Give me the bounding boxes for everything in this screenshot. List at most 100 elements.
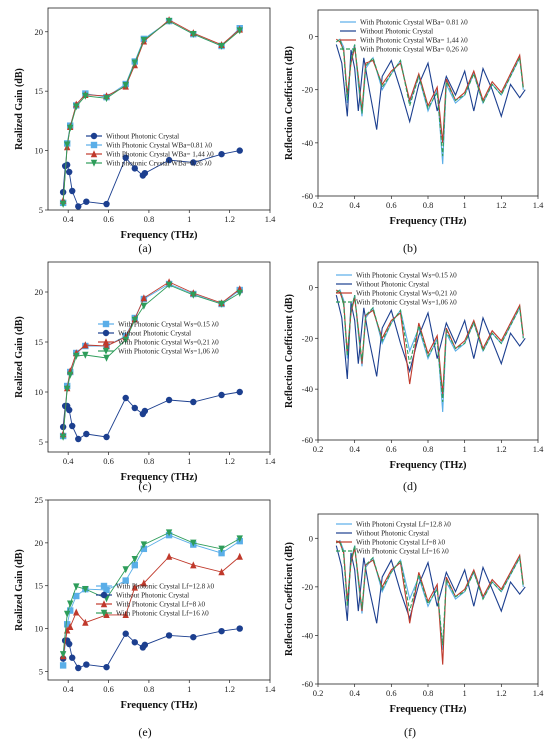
data-point-marker: [190, 633, 197, 641]
data-point-marker: [190, 291, 197, 299]
series-3: [59, 552, 243, 660]
data-point-marker: [63, 621, 71, 628]
data-point-marker: [140, 294, 148, 302]
data-point-marker: [165, 552, 173, 560]
data-point-marker: [141, 407, 149, 415]
data-point-marker: [218, 300, 225, 308]
legend-entry: With Photonic Crystal Ws=0,21 λ0: [118, 339, 219, 347]
data-point-marker: [65, 640, 73, 648]
data-point-marker: [131, 316, 138, 324]
chart-panel-3: 0.4 0.6 0.8 1 1.2 1.4 5 10 15 20 Frequency (THz) Re…: [14, 261, 276, 483]
series-1: [336, 539, 524, 651]
x-tick-label: 0.6: [103, 684, 114, 694]
y-tick-label: -20: [302, 582, 313, 592]
chart-panel-4: 0.2 0.4 0.6 0.8 1 1.2 1.4 -60 -40 -20 0 Frequency (…: [284, 261, 544, 471]
series-line: [336, 539, 524, 651]
data-point-marker: [63, 141, 71, 149]
data-point-marker: [69, 422, 76, 430]
legend-entry: Without Photonic Crystal: [116, 592, 189, 600]
legend-marker: [90, 159, 98, 167]
data-point-marker: [63, 161, 71, 169]
x-tick-label: 1.2: [496, 200, 507, 210]
x-tick-label: 0.6: [103, 214, 114, 224]
y-axis-label: Reflection Coefficient (dB): [284, 46, 295, 160]
series-4: [335, 289, 524, 402]
data-point-marker: [67, 623, 74, 631]
data-point-marker: [218, 150, 225, 158]
data-point-marker: [82, 618, 89, 626]
series-1: [59, 147, 243, 210]
plot-frame: [47, 499, 271, 681]
data-point-marker: [165, 396, 173, 404]
x-tick-label: 0.2: [313, 200, 324, 210]
data-point-marker: [236, 535, 243, 543]
y-tick-label: -60: [302, 679, 313, 689]
legend-marker: [102, 320, 110, 328]
x-tick-label: 1.2: [496, 688, 507, 698]
y-tick-label: 15: [35, 337, 44, 347]
x-tick-label: 1: [463, 444, 467, 454]
data-point-marker: [82, 351, 89, 359]
data-point-marker: [103, 200, 110, 208]
data-point-marker: [218, 42, 225, 50]
x-tick-label: 0.8: [423, 444, 434, 454]
data-point-marker: [131, 555, 138, 563]
x-axis-label: Frequency (THz): [389, 704, 467, 715]
caption-e: (e): [138, 725, 151, 739]
data-point-marker: [140, 541, 148, 549]
data-point-marker: [236, 27, 243, 35]
series-4: [59, 17, 243, 208]
data-point-marker: [103, 342, 110, 350]
data-point-marker: [83, 661, 90, 668]
legend-marker: [102, 347, 110, 355]
y-axis-label: Realized Gain (dB): [14, 316, 25, 398]
data-point-marker: [59, 423, 67, 431]
data-point-marker: [141, 641, 149, 649]
legend-entry: With Photonic Crystal WBa=0.81 λ0: [106, 142, 212, 150]
data-point-marker: [122, 82, 129, 90]
y-tick-label: 20: [35, 27, 44, 37]
x-tick-label: 0.6: [386, 688, 397, 698]
data-point-marker: [73, 583, 80, 591]
x-axis-label: Frequency (THz): [120, 230, 198, 241]
legend: With Photonic Crystal Lf=12.8 λ0Without …: [96, 583, 214, 618]
data-point-marker: [165, 17, 173, 25]
y-tick-label: 25: [35, 495, 44, 505]
data-point-marker: [165, 281, 173, 289]
legend-entry: With Photonic Crystal Ws=1,06 λ0: [356, 299, 457, 307]
data-point-marker: [103, 433, 110, 441]
data-point-marker: [165, 156, 173, 164]
x-tick-label: 1: [463, 688, 467, 698]
x-tick-label: 1: [187, 214, 191, 224]
y-tick-label: 5: [39, 205, 43, 215]
y-tick-label: 0: [309, 533, 313, 543]
data-point-marker: [122, 336, 129, 344]
data-point-marker: [103, 611, 110, 619]
x-tick-label: 1.4: [265, 684, 276, 694]
x-axis-label: Frequency (THz): [389, 460, 467, 471]
y-tick-label: 20: [35, 538, 44, 548]
x-tick-label: 0.6: [386, 444, 397, 454]
data-point-marker: [67, 607, 74, 614]
legend-entry: With Photonic Crystal Ws=0.15 λ0: [118, 321, 219, 329]
x-tick-label: 1.4: [533, 444, 544, 454]
x-tick-label: 1.4: [533, 688, 544, 698]
series-line: [62, 20, 240, 205]
legend-marker: [90, 150, 98, 158]
y-tick-label: 0: [309, 32, 313, 42]
data-point-marker: [140, 36, 148, 44]
data-point-marker: [122, 630, 129, 637]
x-tick-label: 0.4: [349, 444, 360, 454]
data-point-marker: [218, 568, 225, 576]
x-axis-label: Frequency (THz): [120, 700, 198, 711]
data-point-marker: [103, 663, 110, 671]
legend-entry: With Photonic Crystal Lf=12.8 λ0: [116, 583, 214, 591]
y-tick-label: -60: [302, 435, 313, 445]
plot-frame: [47, 261, 271, 453]
series-line: [335, 545, 526, 624]
series-4: [335, 38, 524, 157]
data-point-marker: [69, 654, 76, 661]
series-line: [336, 539, 524, 646]
